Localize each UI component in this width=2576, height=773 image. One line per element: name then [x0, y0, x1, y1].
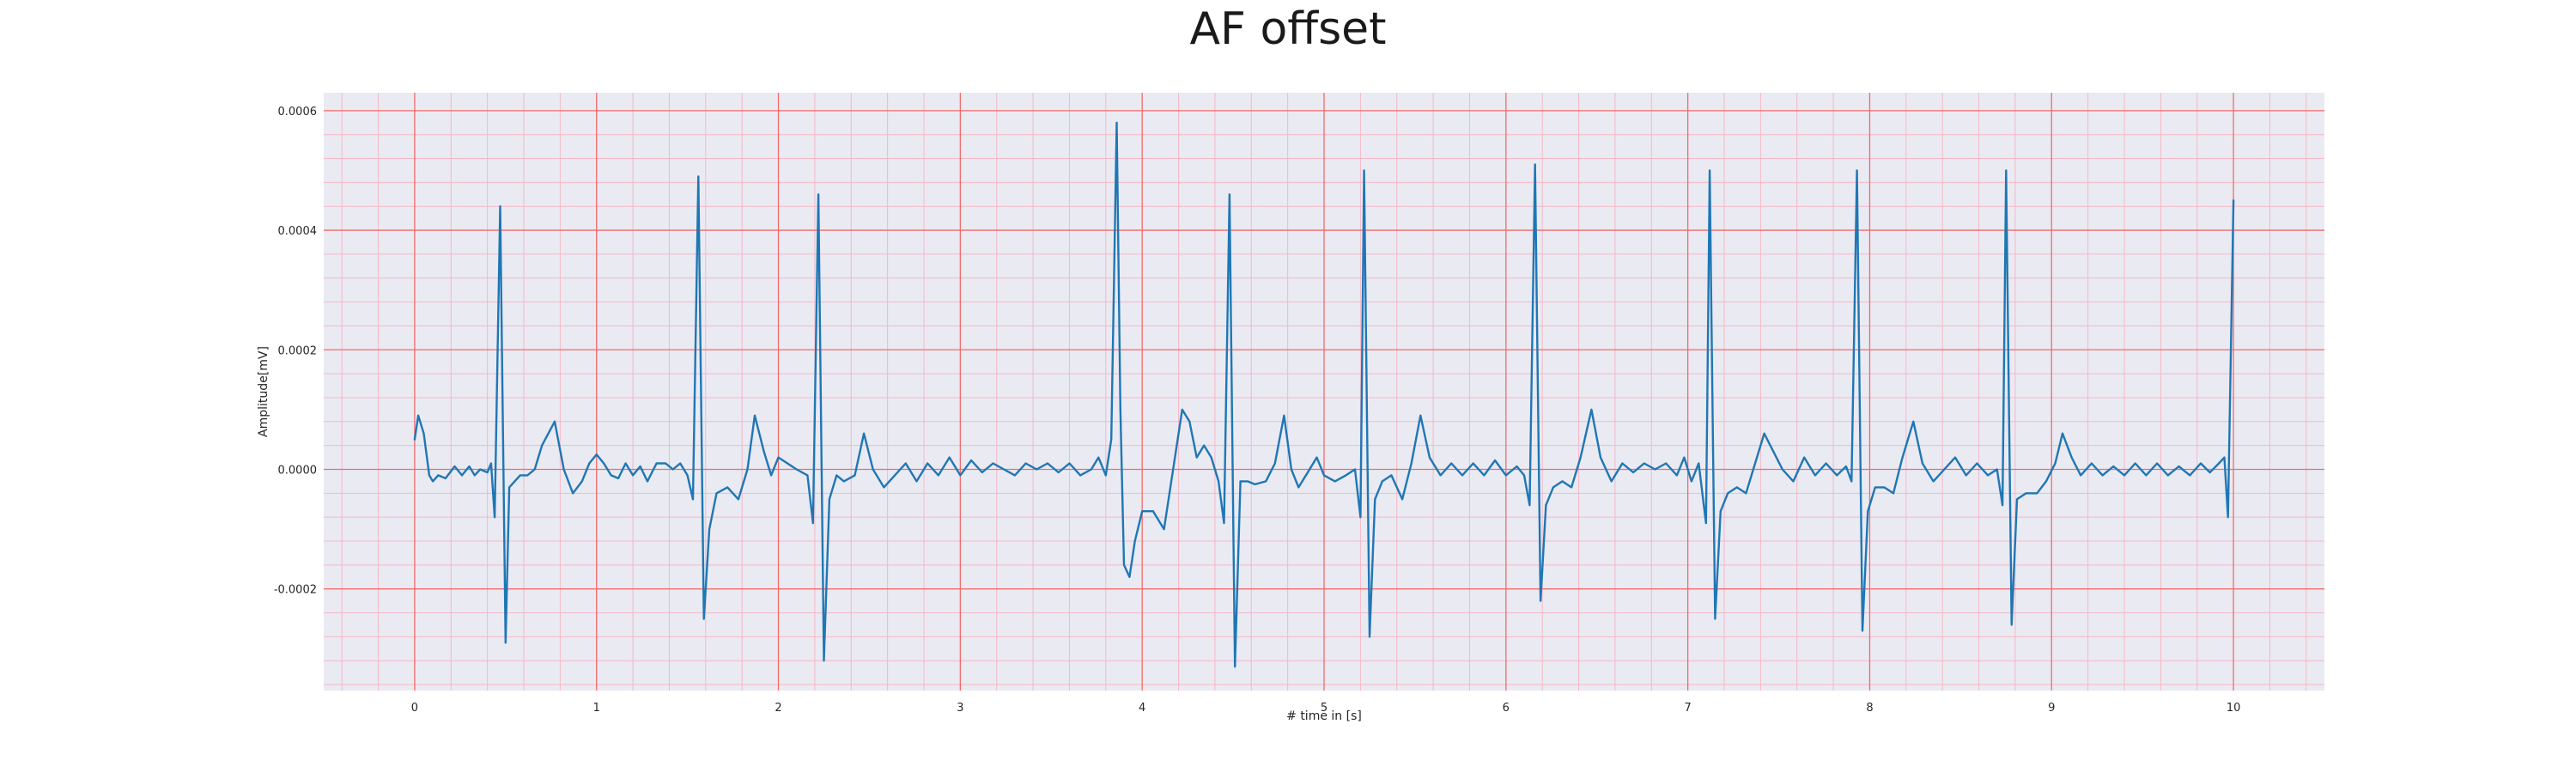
x-tick-label: 7 — [1684, 702, 1691, 715]
x-tick-label: 5 — [1321, 702, 1327, 715]
y-tick-label: 0.0006 — [278, 106, 318, 119]
x-axis-label: # time in [s] — [1286, 709, 1362, 723]
x-tick-label: 4 — [1139, 702, 1145, 715]
y-tick-label: -0.0002 — [274, 584, 317, 597]
x-tick-label: 0 — [411, 702, 418, 715]
x-tick-label: 8 — [1866, 702, 1873, 715]
y-tick-labels: -0.0002 0.0000 0.0002 0.0004 0.0006 — [274, 106, 317, 597]
x-tick-label: 3 — [957, 702, 963, 715]
chart-title: AF offset — [1189, 3, 1387, 55]
x-tick-label: 10 — [2227, 702, 2241, 715]
x-tick-label: 9 — [2048, 702, 2055, 715]
y-tick-label: 0.0002 — [278, 344, 318, 357]
series-layer — [413, 121, 2235, 668]
ecg-series-line — [413, 121, 2235, 668]
y-tick-label: 0.0000 — [278, 464, 318, 477]
x-tick-labels: 0 1 2 3 4 5 6 7 8 9 10 — [411, 702, 2241, 715]
major-grid — [324, 93, 2324, 691]
y-axis-label: Amplitude[mV] — [257, 346, 270, 437]
x-tick-label: 1 — [593, 702, 600, 715]
y-tick-label: 0.0004 — [278, 225, 318, 238]
x-tick-label: 2 — [775, 702, 781, 715]
x-tick-label: 6 — [1503, 702, 1510, 715]
